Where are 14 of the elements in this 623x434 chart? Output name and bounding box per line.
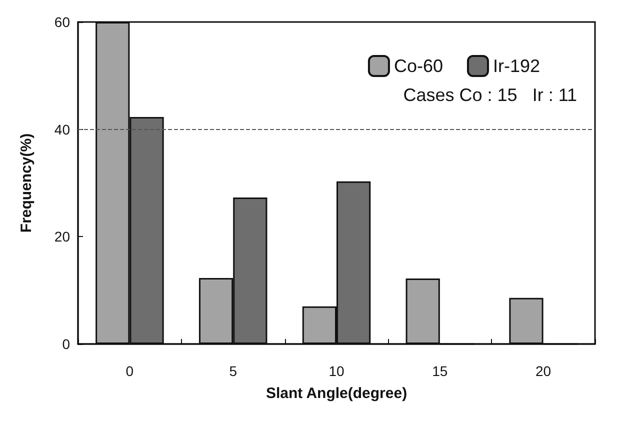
y-tick-label: 40	[54, 121, 70, 138]
x-axis-title: Slant Angle(degree)	[266, 385, 408, 402]
x-tick-label: 5	[229, 363, 238, 379]
legend-label: Ir-192	[492, 56, 540, 76]
legend-label: Co-60	[394, 56, 443, 76]
y-tick-label: 0	[62, 336, 70, 352]
x-tick-label: 0	[126, 363, 134, 379]
y-axis-title: Frequency(%)	[18, 133, 35, 233]
y-tick-label: 60	[54, 14, 70, 30]
annotation: Cases Co : 15 Ir : 11	[403, 85, 578, 105]
x-tick-label: 10	[328, 363, 344, 379]
x-tick-label: 20	[536, 363, 552, 379]
y-tick-label: 20	[54, 228, 70, 245]
x-tick-label: 15	[432, 363, 448, 379]
